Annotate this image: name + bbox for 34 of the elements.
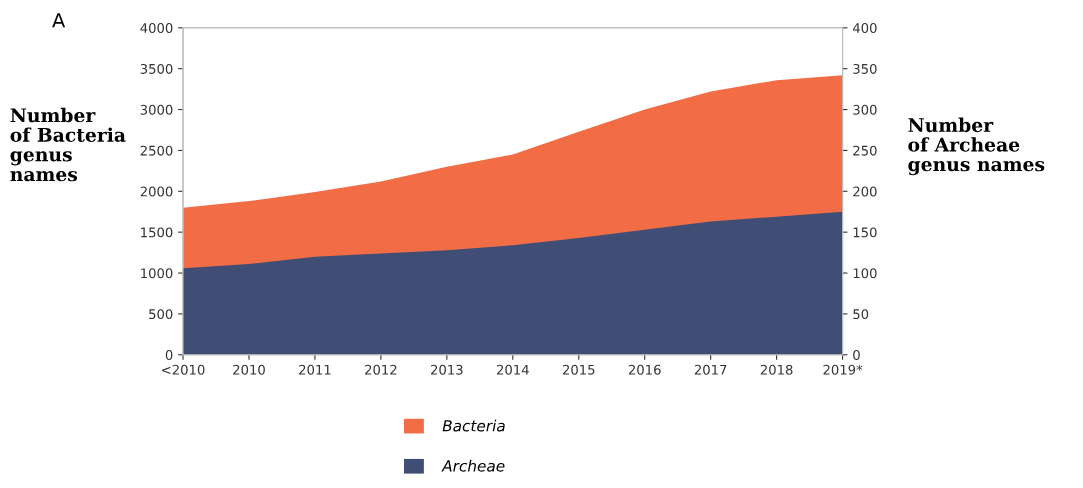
x-tick-label: <2010 (162, 364, 205, 375)
y-axis-title: Number of Bacteria genus names (10, 107, 126, 182)
x-tick-label: 2017 (694, 364, 727, 375)
y-tick-label: 1000 (141, 268, 173, 279)
y2-tick-label: 250 (853, 145, 877, 156)
y2-tick-label: 150 (853, 227, 877, 238)
x-tick-label: 2014 (496, 364, 529, 375)
y2-tick-label: 50 (853, 309, 869, 320)
legend-label: Archeae (441, 459, 505, 472)
y2-tick-label: 400 (852, 23, 877, 34)
y-tick-label: 3000 (140, 104, 173, 115)
y-tick-label: 2500 (140, 145, 173, 156)
y-tick-label: 0 (165, 350, 173, 360)
y-tick-label: 2000 (140, 186, 173, 197)
y-tick-label: 4000 (140, 23, 173, 34)
x-tick-label: 2016 (628, 364, 661, 375)
x-tick-label: 2013 (431, 364, 463, 375)
x-tick-label: 2018 (760, 364, 793, 375)
x-tick-label: 2012 (365, 364, 397, 375)
y-tick-label: 500 (149, 309, 173, 320)
y-tick-label: 3500 (140, 63, 173, 74)
y2-tick-label: 350 (853, 63, 877, 74)
text: A (52, 13, 66, 28)
y2-tick-label: 200 (853, 186, 877, 197)
y2-tick-label: 300 (853, 104, 877, 115)
x-tick-label: 2010 (233, 364, 265, 375)
x-tick-label: 2011 (299, 364, 331, 375)
x-tick-label: 2019* (823, 364, 863, 375)
legend-label: Bacteria (442, 419, 505, 432)
x-tick-label: 2015 (562, 364, 595, 375)
y2-axis-title: Number of Archeae genus names (908, 117, 1045, 176)
y2-tick-label: 100 (853, 268, 877, 279)
y2-tick-label: 0 (853, 350, 860, 360)
y-tick-label: 1500 (141, 227, 173, 238)
